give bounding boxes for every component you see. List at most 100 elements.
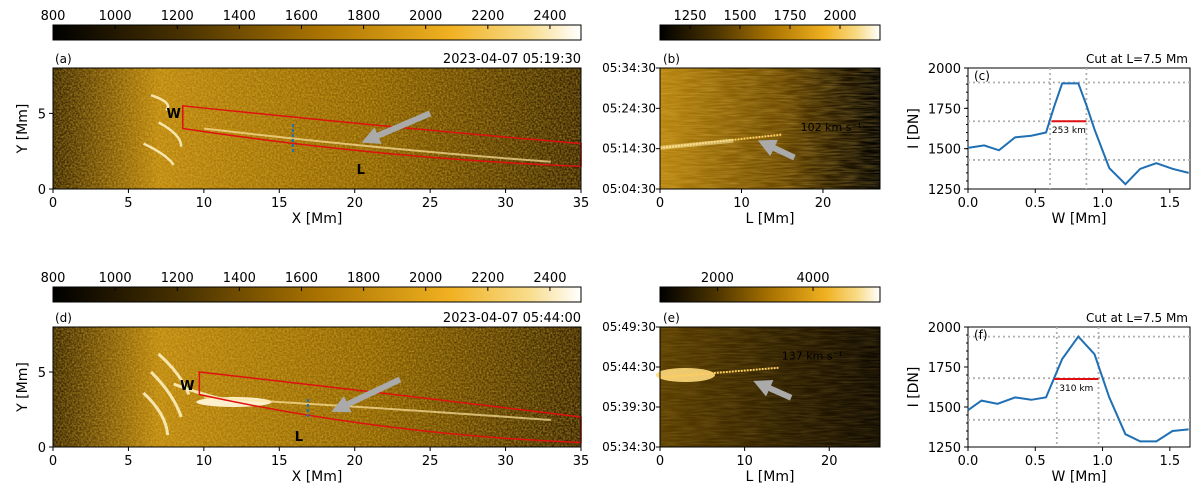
colorbar-d-tick-label-5: 1800 — [347, 271, 380, 286]
panel-title: Cut at L=7.5 Mm — [1086, 311, 1188, 325]
xtick-label-2: 10 — [196, 196, 213, 211]
xtick-label-1: 0.5 — [1025, 196, 1046, 211]
colorbar-a-tick-label-1: 1000 — [99, 9, 132, 24]
ytick-label-0: 0 — [38, 183, 46, 198]
colorbar-a-tick-label-7: 2200 — [471, 9, 504, 24]
xlabel: W [Mm] — [1052, 469, 1107, 485]
colorbar-d-tick-label-6: 2000 — [409, 271, 442, 286]
panel-label: (a) — [55, 52, 72, 66]
panel-a-noise — [53, 68, 581, 189]
panel-b-noise — [660, 68, 880, 189]
panel-d-noise — [53, 327, 581, 447]
panel-label: (b) — [663, 52, 680, 66]
panel-label: (d) — [55, 311, 72, 325]
panel-a-frame — [52, 67, 582, 190]
xtick-label-1: 10 — [736, 454, 753, 469]
xtick-label-2: 1.0 — [1092, 196, 1113, 211]
colorbar-a-tick-label-5: 1800 — [347, 9, 380, 24]
xlabel: L [Mm] — [746, 469, 795, 485]
ytick-label-0: 0 — [38, 441, 46, 456]
xtick-label-1: 5 — [124, 196, 132, 211]
colorbar-a-tick-label-0: 800 — [41, 9, 66, 24]
pointer-arrow — [361, 110, 432, 144]
speed-fit-line — [659, 366, 779, 379]
ytick-label-1: 5 — [38, 366, 46, 381]
w-marker: W — [167, 107, 181, 122]
xtick-label-1: 10 — [733, 196, 750, 211]
xtick-label-4: 20 — [346, 196, 363, 211]
xtick-label-1: 5 — [124, 454, 132, 469]
panel-c-frame — [967, 67, 1191, 190]
ylabel: Y [Mm] — [15, 362, 31, 413]
ytick-label-0: 1250 — [928, 183, 961, 198]
colorbar-b-bar — [659, 24, 881, 41]
ytick-label-3: 2000 — [928, 321, 961, 336]
ytick-label-2: 1750 — [928, 102, 961, 117]
colorbar-d-tick-label-7: 2200 — [471, 271, 504, 286]
xtick-label-3: 15 — [271, 196, 288, 211]
xtick-label-0: 0 — [656, 454, 664, 469]
colorbar-e-tick-label-0: 2000 — [701, 271, 734, 286]
ylabel: I [DN] — [906, 108, 922, 149]
bright-loop-0 — [157, 352, 191, 396]
ytick-label-0: 1250 — [928, 441, 961, 456]
panel-b: 102 km s⁻¹ 0 10 20 05:04:30 05:14:30 05:24:30 0… — [602, 52, 881, 227]
jet-streak — [203, 127, 551, 163]
xtick-label-6: 30 — [497, 196, 514, 211]
ytick-label-2: 1750 — [928, 361, 961, 376]
colorbar-d-tick-label-8: 2400 — [533, 271, 566, 286]
ytick-label-0: 05:34:30 — [602, 440, 656, 454]
colorbar-d-tick-label-4: 1600 — [285, 271, 318, 286]
bright-loop-1 — [158, 121, 183, 147]
ylabel: Y [Mm] — [15, 104, 31, 155]
panel-e: 137 km s⁻¹ 0 10 20 05:34:30 05:39:30 05:44:30 0… — [602, 311, 881, 485]
xtick-label-6: 30 — [497, 454, 514, 469]
bright-loop-1 — [149, 370, 183, 418]
speed-label: 102 km s⁻¹ — [801, 121, 862, 134]
fwhm-label: 310 km — [1059, 384, 1093, 394]
panel-e-frame — [659, 326, 881, 448]
pointer-arrow — [753, 380, 793, 401]
xlabel: W [Mm] — [1052, 211, 1107, 227]
ytick-label-2: 05:24:30 — [602, 101, 656, 115]
ytick-label-0: 05:04:30 — [602, 182, 656, 196]
ytick-label-2: 05:44:30 — [602, 360, 656, 374]
colorbar-b-tick-label-0: 1250 — [673, 9, 706, 24]
panel-label: (e) — [663, 311, 680, 325]
colorbar-a-tick-label-8: 2400 — [533, 9, 566, 24]
ylabel: I [DN] — [906, 367, 922, 408]
pointer-arrow — [331, 376, 402, 413]
ytick-label-1: 5 — [38, 107, 46, 122]
speed-label: 137 km s⁻¹ — [782, 349, 843, 362]
xtick-label-2: 10 — [196, 454, 213, 469]
xtick-label-3: 1.5 — [1159, 454, 1180, 469]
jet-streak — [203, 396, 551, 421]
xtick-label-5: 25 — [422, 454, 439, 469]
xtick-label-2: 20 — [815, 196, 832, 211]
pointer-arrow — [757, 139, 796, 161]
colorbar-d-bar — [52, 286, 582, 303]
colorbar-a-tick-label-3: 1400 — [223, 9, 256, 24]
xtick-label-0: 0 — [656, 196, 664, 211]
w-marker: W — [180, 379, 194, 394]
fwhm-label: 253 km — [1052, 126, 1086, 136]
panel-a: W L 0 5 10 15 20 25 30 35 0 5 X [Mm] Y [Mm] (a) 2023-04… — [15, 52, 589, 227]
colorbar-e-tick-label-1: 4000 — [796, 271, 829, 286]
panel-c: 253 km 0.0 0.5 1.0 1.5 1250 1500 1750 2000 W [Mm]… — [906, 52, 1191, 227]
xtick-label-0: 0.0 — [958, 196, 979, 211]
colorbar-e-bar — [659, 286, 881, 303]
xtick-label-3: 15 — [271, 454, 288, 469]
colorbar-d-tick-label-2: 1200 — [161, 271, 194, 286]
colorbar-d-tick-label-3: 1400 — [223, 271, 256, 286]
xtick-label-7: 35 — [573, 454, 590, 469]
xtick-label-0: 0.0 — [958, 454, 979, 469]
ytick-label-1: 1500 — [928, 143, 961, 158]
ytick-label-3: 05:49:30 — [602, 320, 656, 334]
panel-f: 310 km 0.0 0.5 1.0 1.5 1250 1500 1750 2000 W [Mm]… — [906, 311, 1191, 485]
ytick-label-3: 2000 — [928, 62, 961, 77]
colorbar-b-tick-label-1: 1500 — [723, 9, 756, 24]
ytick-label-1: 05:39:30 — [602, 400, 656, 414]
colorbar-d-tick-label-1: 1000 — [99, 271, 132, 286]
panel-b-frame — [659, 67, 881, 190]
